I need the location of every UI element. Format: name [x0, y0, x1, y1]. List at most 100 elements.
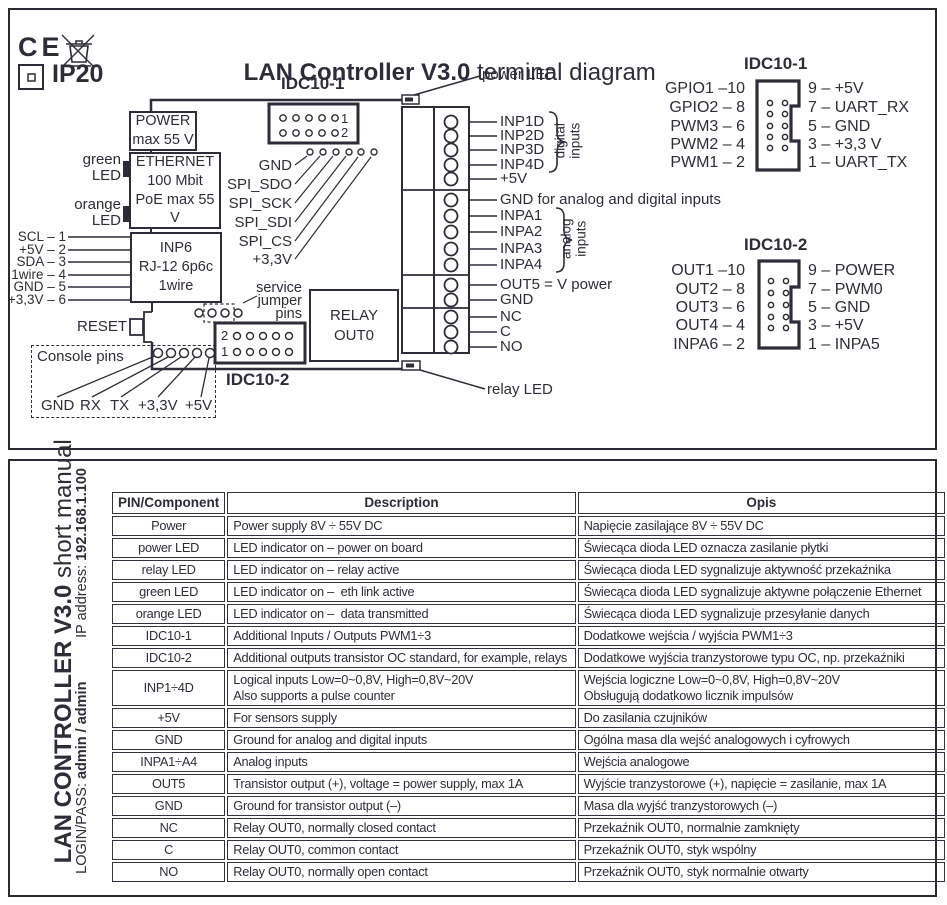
ce-mark: CE — [18, 32, 64, 62]
idc10-2-connector[interactable] — [213, 321, 307, 365]
table-cell: Relay OUT0, normally open contact — [227, 862, 576, 882]
table-cell: Ogólna masa dla wejść analogowych i cyfr… — [577, 730, 945, 750]
table-row: INPA1÷A4 Analog inputs Wejścia analogowe — [112, 752, 945, 772]
col-header-pin: PIN/Component — [112, 492, 226, 514]
table-cell: green LED — [112, 582, 226, 602]
terminal-label-inp3d: INP3D — [500, 141, 545, 158]
ip-value: 192.168.1.100 — [74, 468, 90, 561]
spi-label-gnd: GND — [258, 157, 292, 174]
spi-label-sck: SPI_SCK — [228, 195, 292, 212]
idc2-right-4: 1 – INPA5 — [808, 336, 880, 353]
table-row: green LED LED indicator on – eth link act… — [112, 582, 945, 602]
idc1-right-3: 3 – +3,3 V — [808, 136, 882, 153]
table-cell: Do zasilania czujników — [577, 708, 945, 728]
idc2-right-3: 3 – +5V — [808, 317, 864, 334]
group-braces — [548, 111, 573, 273]
table-cell: INP1÷4D — [112, 670, 226, 706]
table-cell: INPA1÷A4 — [112, 752, 226, 772]
console-pins-title: Console pins — [37, 348, 124, 365]
table-cell: IDC10-2 — [112, 648, 226, 668]
idc1-row1-num: 1 — [341, 111, 349, 126]
terminal-label-inp4d: INP4D — [500, 156, 545, 173]
table-cell: NC — [112, 818, 226, 838]
terminal-label-inpa3: INPA3 — [500, 240, 543, 257]
idc10-1-board-title: IDC10-1 — [281, 74, 345, 93]
table-row: GND Ground for transistor output (–) Masa … — [112, 796, 945, 816]
terminal-label-5v: +5V — [500, 170, 528, 187]
relay-led — [401, 360, 486, 390]
idc1-left-2: PWM3 – 6 — [670, 118, 745, 135]
table-cell: Przekaźnik OUT0, normalnie zamknięty — [577, 818, 945, 838]
table-cell: OUT5 — [112, 774, 226, 794]
table-cell: Analog inputs — [227, 752, 576, 772]
table-row: Power Power supply 8V ÷ 55V DC Napięcie za… — [112, 516, 945, 536]
sidebar-login: LOGIN/PASS: admin / admin — [58, 682, 106, 890]
console-pin-rx: RX — [80, 397, 101, 414]
console-pin-gnd: GND — [41, 397, 75, 414]
table-cell: Świecąca dioda LED oznacza zasilanie pły… — [577, 538, 945, 558]
table-cell: Masa dla wyjść tranzystorowych (–) — [577, 796, 945, 816]
table-cell: GND — [112, 730, 226, 750]
table-cell: relay LED — [112, 560, 226, 580]
table-cell: Ground for transistor output (–) — [227, 796, 576, 816]
service-label-3: pins — [275, 306, 302, 322]
table-cell: Przekaźnik OUT0, styk normalnie otwarty — [577, 862, 945, 882]
rj12-pin-scl: SCL – 1 — [17, 229, 66, 244]
spi-label-sdi: SPI_SDI — [234, 214, 292, 231]
console-pins-box — [31, 345, 216, 418]
terminal-label-gnd: GND for analog and digital inputs — [500, 191, 721, 208]
spi-pins[interactable] — [294, 148, 378, 260]
table-cell: Ground for analog and digital inputs — [227, 730, 576, 750]
table-cell: Power supply 8V ÷ 55V DC — [227, 516, 576, 536]
table-cell: orange LED — [112, 604, 226, 624]
idc10-1-connector[interactable] — [267, 102, 360, 145]
rj12-pin-sda: SDA – 3 — [16, 254, 66, 269]
class2-square-icon — [18, 64, 44, 90]
table-cell: LED indicator on – power on board — [227, 538, 576, 558]
green-led-label: green LED — [82, 151, 121, 184]
console-pins-header[interactable] — [56, 347, 216, 398]
ip-label: IP address: — [74, 560, 90, 638]
sidebar-ip: IP address: 192.168.1.100 — [58, 468, 106, 654]
terminal-label-inpa1: INPA1 — [500, 207, 543, 224]
power-led-label: power LED — [482, 66, 557, 83]
table-cell: Dodatkowe wejścia / wyjścia PWM1÷3 — [577, 626, 945, 646]
idc1-right-2: 5 – GND — [808, 118, 871, 135]
ip20-label: IP20 — [52, 60, 104, 88]
table-cell: IDC10-1 — [112, 626, 226, 646]
col-header-description: Description — [227, 492, 576, 514]
table-header-row: PIN/Component Description Opis — [112, 492, 945, 514]
idc10-1-map-icon — [755, 79, 801, 172]
idc1-right-0: 9 – +5V — [808, 80, 864, 97]
manual-panel — [8, 459, 937, 897]
orange-led-label: orange LED — [74, 196, 121, 229]
table-cell: power LED — [112, 538, 226, 558]
page-title: LAN Controller V3.0 terminal diagram — [217, 35, 656, 111]
idc2-right-0: 9 – POWER — [808, 262, 896, 279]
idc1-row2-num: 2 — [341, 125, 349, 140]
relay-led-label: relay LED — [487, 381, 553, 398]
table-cell: Wyjście tranzystorowe (+), napięcie = za… — [577, 774, 945, 794]
pin-table-body: Power Power supply 8V ÷ 55V DC Napięcie za… — [112, 516, 945, 882]
reset-button[interactable] — [129, 318, 144, 336]
terminal-label-inpa2: INPA2 — [500, 223, 543, 240]
terminal-strip[interactable] — [401, 106, 497, 355]
table-cell: Wejścia analogowe — [577, 752, 945, 772]
login-value: admin / admin — [74, 681, 90, 780]
inp6-rj12-box: INP6 RJ-12 6p6c 1wire — [130, 232, 222, 303]
table-cell: +5V — [112, 708, 226, 728]
idc1-left-4: PWM1 – 2 — [670, 154, 745, 171]
col-header-opis: Opis — [577, 492, 945, 514]
table-row: +5V For sensors supply Do zasilania czujni… — [112, 708, 945, 728]
idc1-left-1: GPIO2 – 8 — [669, 99, 745, 116]
ethernet-box: ETHERNET 100 Mbit PoE max 55 V — [129, 152, 221, 229]
idc2-left-4: INPA6 – 2 — [673, 336, 745, 353]
idc2-right-1: 7 – PWM0 — [808, 281, 883, 298]
idc10-2-map-title: IDC10-2 — [744, 235, 808, 254]
table-cell: GND — [112, 796, 226, 816]
terminal-label-inp2d: INP2D — [500, 127, 545, 144]
terminal-label-no: NO — [500, 338, 523, 355]
idc10-1-map-title: IDC10-1 — [744, 54, 808, 73]
idc2-row1-num: 2 — [221, 328, 229, 343]
